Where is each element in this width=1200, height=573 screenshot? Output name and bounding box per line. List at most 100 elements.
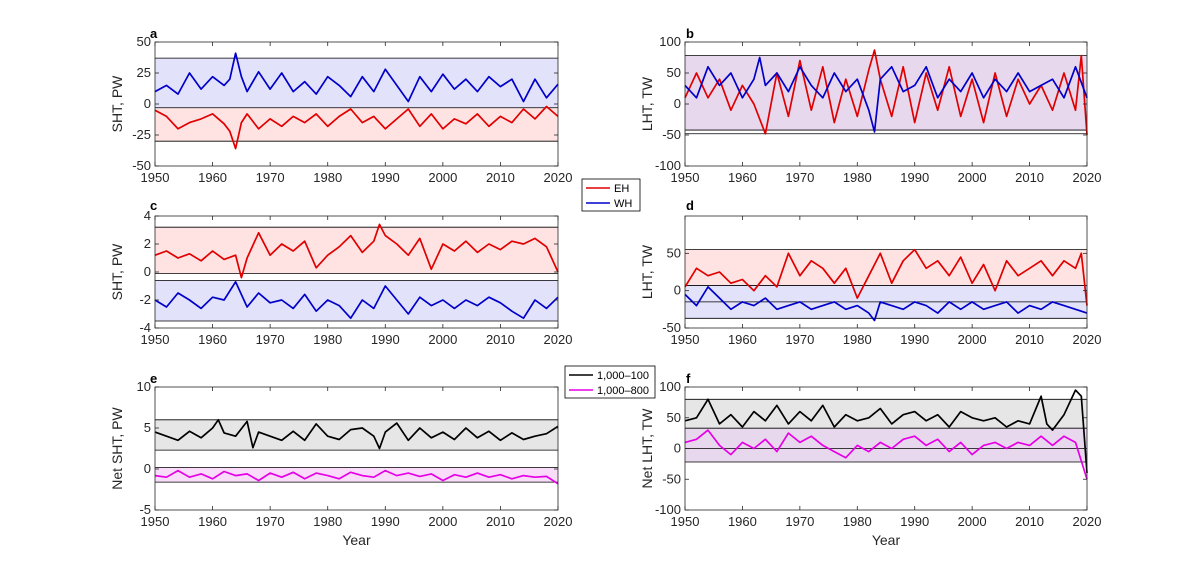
- x-tick-label: 2000: [958, 170, 987, 185]
- shaded-band: [155, 227, 558, 274]
- y-tick-label: 4: [144, 208, 151, 223]
- y-tick-label: 25: [137, 65, 151, 80]
- y-tick-label: 0: [144, 461, 151, 476]
- x-tick-label: 2020: [544, 332, 573, 347]
- x-tick-label: 1960: [728, 170, 757, 185]
- series-line: [684, 286, 1088, 322]
- panel-e: 1950 1960 1970 1980 1990 2000 2010 2020 10 5 0 -5 Ne…: [109, 371, 572, 548]
- y-tick-label: -100: [655, 502, 681, 517]
- y-tick-label: 0: [144, 96, 151, 111]
- series-line: [684, 389, 1088, 474]
- series-line: [154, 223, 559, 279]
- x-tick-label: 1960: [198, 170, 227, 185]
- x-tick-label: 1990: [371, 170, 400, 185]
- y-tick-label: -50: [662, 320, 681, 335]
- x-tick-label: 2010: [486, 170, 515, 185]
- y-tick-label: 0: [674, 96, 681, 111]
- x-tick-label: 1980: [313, 170, 342, 185]
- series-line: [154, 418, 559, 450]
- panel-f-letter: f: [686, 371, 691, 386]
- x-tick-label: 1970: [785, 170, 814, 185]
- y-tick-label: 0: [674, 283, 681, 298]
- x-tick-label: 2010: [486, 332, 515, 347]
- panel-a: 1950 1960 1970 1980 1990 2000 2010 2020 50 25 0 -25…: [109, 26, 572, 185]
- panel-b-letter: b: [686, 26, 694, 41]
- series-line: [684, 248, 1088, 306]
- x-tick-label: 1990: [900, 514, 929, 529]
- x-tick-label: 1990: [371, 514, 400, 529]
- axes-frame: [684, 215, 1088, 329]
- legend-levels: 1,000–100 1,000–800: [564, 365, 656, 399]
- x-tick-label: 2020: [1073, 332, 1102, 347]
- panel-c-letter: c: [150, 198, 157, 213]
- x-tick-label: 2000: [428, 514, 457, 529]
- y-tick-label: 50: [667, 245, 681, 260]
- x-tick-label: 1990: [900, 170, 929, 185]
- y-tick-label: 50: [137, 34, 151, 49]
- y-tick-label: -50: [662, 471, 681, 486]
- series-line: [154, 280, 559, 320]
- x-tick-label: 1970: [785, 514, 814, 529]
- panel-c: 1950 1960 1970 1980 1990 2000 2010 2020 4 2 0 -2 -4 S…: [109, 198, 572, 347]
- x-tick-label: 1980: [313, 332, 342, 347]
- x-tick-label: 2000: [428, 170, 457, 185]
- y-axis-label: SHT, PW: [109, 75, 125, 133]
- x-tick-label: 1980: [843, 170, 872, 185]
- y-tick-label: -4: [139, 320, 151, 335]
- y-tick-label: 100: [659, 34, 681, 49]
- x-tick-label: 1950: [671, 514, 700, 529]
- y-tick-label: -100: [655, 158, 681, 173]
- legend-box: [564, 365, 656, 399]
- y-tick-label: 5: [144, 420, 151, 435]
- x-tick-label: 1950: [671, 170, 700, 185]
- x-tick-label: 1990: [371, 332, 400, 347]
- panel-d-letter: d: [686, 198, 694, 213]
- x-tick-label: 1970: [785, 332, 814, 347]
- x-tick-label: 1960: [198, 332, 227, 347]
- series-line: [154, 469, 559, 485]
- x-tick-label: 1950: [141, 514, 170, 529]
- y-tick-label: 50: [667, 410, 681, 425]
- x-tick-label: 1980: [313, 514, 342, 529]
- shaded-band: [685, 55, 1087, 131]
- shaded-band: [155, 419, 558, 451]
- y-tick-label: -5: [139, 502, 151, 517]
- panel-e-letter: e: [150, 371, 157, 386]
- x-tick-label: 2010: [1015, 332, 1044, 347]
- series-line: [684, 429, 1088, 480]
- x-tick-label: 1970: [256, 514, 285, 529]
- y-axis-label: SHT, PW: [109, 243, 125, 301]
- y-tick-label: -50: [662, 127, 681, 142]
- x-tick-label: 2010: [1015, 514, 1044, 529]
- x-tick-label: 1960: [728, 332, 757, 347]
- x-tick-label: 1990: [900, 332, 929, 347]
- y-tick-label: -50: [132, 158, 151, 173]
- x-tick-label: 2020: [544, 170, 573, 185]
- y-axis-label: LHT, TW: [639, 76, 655, 131]
- y-tick-label: -25: [132, 127, 151, 142]
- series-line: [154, 105, 559, 150]
- x-tick-label: 1970: [256, 332, 285, 347]
- panel-a-letter: a: [150, 26, 158, 41]
- x-tick-label: 2000: [958, 514, 987, 529]
- panel-f: 1950 1960 1970 1980 1990 2000 2010 2020 100 50 0 -5…: [639, 371, 1101, 548]
- x-tick-label: 1950: [141, 332, 170, 347]
- legend-box: [581, 178, 641, 212]
- y-tick-label: 0: [144, 264, 151, 279]
- x-tick-label: 1950: [141, 170, 170, 185]
- series-line: [684, 56, 1088, 133]
- legend-label-eh: EH: [614, 183, 629, 195]
- x-tick-label: 1960: [198, 514, 227, 529]
- y-tick-label: 2: [144, 236, 151, 251]
- legend-label-wh: WH: [614, 198, 632, 210]
- x-tick-label: 2020: [1073, 170, 1102, 185]
- panel-b: 1950 1960 1970 1980 1990 2000 2010 2020 100 50 0 -5…: [639, 26, 1101, 185]
- x-tick-label: 2000: [958, 332, 987, 347]
- x-tick-label: 1960: [728, 514, 757, 529]
- x-tick-label: 2020: [544, 514, 573, 529]
- x-tick-label: 1980: [843, 332, 872, 347]
- y-axis-label: Net LHT, TW: [639, 408, 655, 489]
- shaded-band: [155, 107, 558, 142]
- x-tick-label: 2010: [486, 514, 515, 529]
